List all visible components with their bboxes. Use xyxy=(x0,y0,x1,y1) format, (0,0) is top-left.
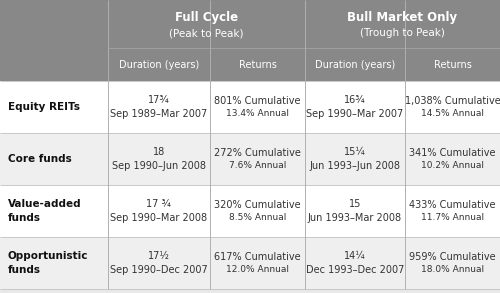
Text: 617% Cumulative: 617% Cumulative xyxy=(214,252,301,262)
Text: Core funds: Core funds xyxy=(8,154,72,164)
Text: 13.4% Annual: 13.4% Annual xyxy=(226,110,289,118)
Text: 320% Cumulative: 320% Cumulative xyxy=(214,200,301,210)
Text: 14.5% Annual: 14.5% Annual xyxy=(421,110,484,118)
Text: 11.7% Annual: 11.7% Annual xyxy=(421,214,484,222)
Bar xyxy=(108,0,305,81)
Text: Value-added
funds: Value-added funds xyxy=(8,199,82,223)
Text: Returns: Returns xyxy=(434,59,472,69)
Text: 17¾
Sep 1989–Mar 2007: 17¾ Sep 1989–Mar 2007 xyxy=(110,95,208,119)
Text: 801% Cumulative: 801% Cumulative xyxy=(214,96,301,106)
Text: (Peak to Peak): (Peak to Peak) xyxy=(169,28,244,38)
Text: (Trough to Peak): (Trough to Peak) xyxy=(360,28,445,38)
Bar xyxy=(305,0,500,81)
Bar xyxy=(0,81,500,133)
Text: 959% Cumulative: 959% Cumulative xyxy=(409,252,496,262)
Text: 17½
Sep 1990–Dec 2007: 17½ Sep 1990–Dec 2007 xyxy=(110,251,208,275)
Text: 16¾
Sep 1990–Mar 2007: 16¾ Sep 1990–Mar 2007 xyxy=(306,95,404,119)
Bar xyxy=(0,185,500,237)
Text: 7.6% Annual: 7.6% Annual xyxy=(229,161,286,171)
Text: Bull Market Only: Bull Market Only xyxy=(348,11,458,23)
Bar xyxy=(0,133,500,185)
Text: Full Cycle: Full Cycle xyxy=(175,11,238,23)
Text: 18
Sep 1990–Jun 2008: 18 Sep 1990–Jun 2008 xyxy=(112,147,206,171)
Text: 341% Cumulative: 341% Cumulative xyxy=(409,148,496,158)
Text: 8.5% Annual: 8.5% Annual xyxy=(229,214,286,222)
Text: Returns: Returns xyxy=(238,59,277,69)
Text: 15
Jun 1993–Mar 2008: 15 Jun 1993–Mar 2008 xyxy=(308,199,402,223)
Text: 12.0% Annual: 12.0% Annual xyxy=(226,265,289,275)
Bar xyxy=(0,237,500,289)
Text: Opportunistic
funds: Opportunistic funds xyxy=(8,251,88,275)
Text: 1,038% Cumulative: 1,038% Cumulative xyxy=(404,96,500,106)
Text: Equity REITs: Equity REITs xyxy=(8,102,80,112)
Text: 14¼
Dec 1993–Dec 2007: 14¼ Dec 1993–Dec 2007 xyxy=(306,251,404,275)
Text: Duration (years): Duration (years) xyxy=(119,59,199,69)
Text: 433% Cumulative: 433% Cumulative xyxy=(409,200,496,210)
Text: 17 ¾
Sep 1990–Mar 2008: 17 ¾ Sep 1990–Mar 2008 xyxy=(110,199,208,223)
Text: 15¼
Jun 1993–Jun 2008: 15¼ Jun 1993–Jun 2008 xyxy=(310,147,400,171)
Text: 272% Cumulative: 272% Cumulative xyxy=(214,148,301,158)
Text: 18.0% Annual: 18.0% Annual xyxy=(421,265,484,275)
Text: Duration (years): Duration (years) xyxy=(315,59,395,69)
Bar xyxy=(0,0,108,81)
Text: 10.2% Annual: 10.2% Annual xyxy=(421,161,484,171)
